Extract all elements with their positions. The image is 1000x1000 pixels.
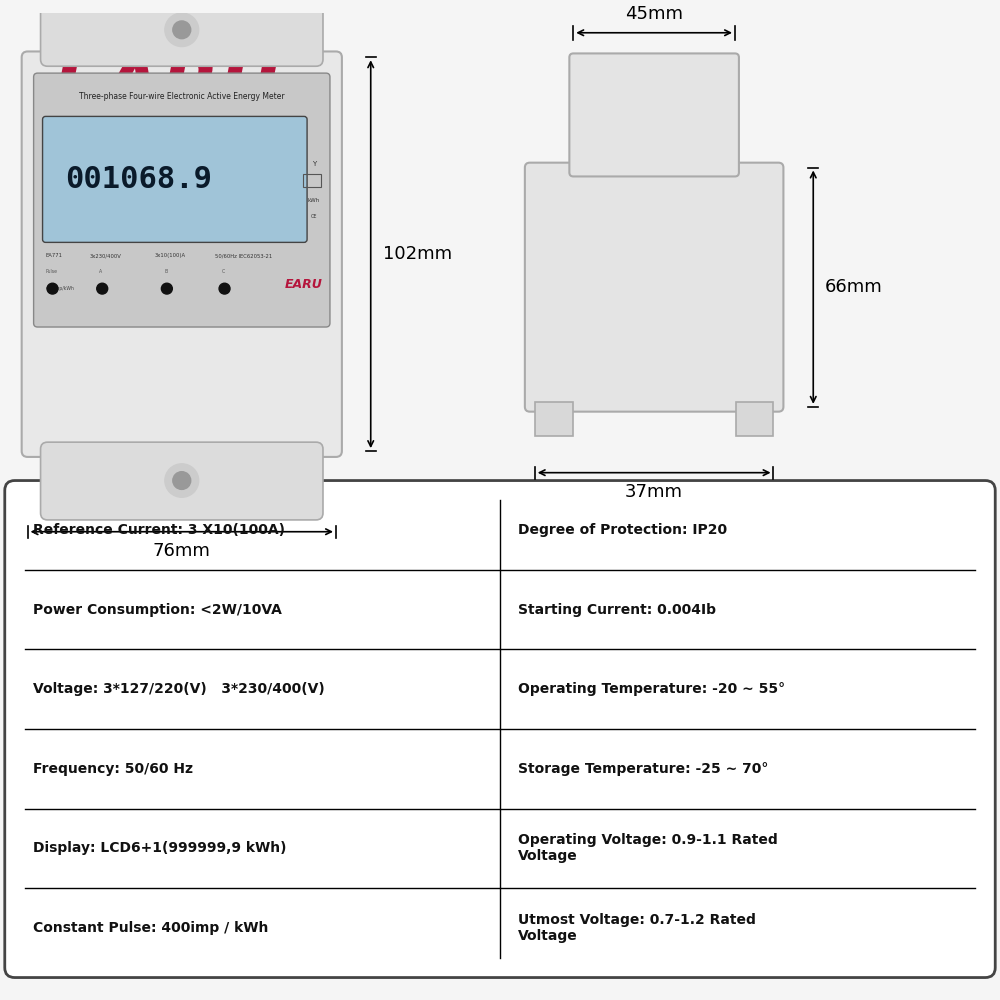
Bar (535, 402, 573, 436)
Text: EARU: EARU (53, 52, 280, 125)
Text: Degree of Protection: IP20: Degree of Protection: IP20 (518, 523, 727, 537)
Text: ELECTRIC: ELECTRIC (53, 107, 244, 141)
Circle shape (161, 283, 172, 294)
FancyBboxPatch shape (34, 73, 330, 327)
Text: Utmost Voltage: 0.7-1.2 Rated
Voltage: Utmost Voltage: 0.7-1.2 Rated Voltage (518, 913, 756, 943)
Text: Display: LCD6+1(999999,9 kWh): Display: LCD6+1(999999,9 kWh) (33, 841, 286, 855)
Text: 50/60Hz IEC62053-21: 50/60Hz IEC62053-21 (215, 253, 272, 258)
Circle shape (47, 283, 58, 294)
Text: Three-phase Four-wire Electronic Active Energy Meter: Three-phase Four-wire Electronic Active … (79, 92, 285, 101)
Text: 45mm: 45mm (625, 5, 683, 23)
Text: 37mm: 37mm (625, 483, 683, 501)
Text: Reference Current: 3 X10(100A): Reference Current: 3 X10(100A) (33, 523, 285, 537)
Text: EA771: EA771 (46, 253, 63, 258)
Text: Frequency: 50/60 Hz: Frequency: 50/60 Hz (33, 762, 193, 776)
Circle shape (173, 472, 191, 489)
FancyBboxPatch shape (41, 0, 323, 66)
Text: 66mm: 66mm (825, 278, 883, 296)
FancyBboxPatch shape (22, 51, 342, 457)
Text: Operating Voltage: 0.9-1.1 Rated
Voltage: Operating Voltage: 0.9-1.1 Rated Voltage (518, 833, 778, 863)
Circle shape (219, 283, 230, 294)
Text: Pulse: Pulse (46, 269, 58, 274)
Text: Voltage: 3*127/220(V)   3*230/400(V): Voltage: 3*127/220(V) 3*230/400(V) (33, 682, 324, 696)
Text: Y: Y (312, 161, 316, 167)
Text: 3x10(100)A: 3x10(100)A (155, 253, 186, 258)
Bar (736, 402, 773, 436)
Text: 76mm: 76mm (153, 542, 211, 560)
Text: Power Consumption: <2W/10VA: Power Consumption: <2W/10VA (33, 603, 281, 617)
Circle shape (165, 13, 199, 47)
FancyBboxPatch shape (525, 163, 783, 412)
FancyBboxPatch shape (43, 116, 307, 242)
Circle shape (165, 464, 199, 497)
Text: B: B (165, 269, 168, 274)
Text: EARU: EARU (285, 278, 323, 291)
Text: 400imp/kWh: 400imp/kWh (46, 286, 74, 291)
FancyBboxPatch shape (5, 481, 995, 978)
Text: 3x230/400V: 3x230/400V (89, 253, 121, 258)
Text: C: C (222, 269, 225, 274)
Text: kWh: kWh (308, 198, 320, 203)
Circle shape (97, 283, 108, 294)
Text: Starting Current: 0.004Ib: Starting Current: 0.004Ib (518, 603, 716, 617)
Text: A: A (99, 269, 102, 274)
Text: Operating Temperature: -20 ∼ 55°: Operating Temperature: -20 ∼ 55° (518, 682, 785, 696)
Text: Storage Temperature: -25 ∼ 70°: Storage Temperature: -25 ∼ 70° (518, 762, 768, 776)
Circle shape (173, 21, 191, 39)
Text: CE: CE (311, 214, 317, 219)
Text: 001068.9: 001068.9 (65, 165, 212, 194)
Text: 102mm: 102mm (383, 245, 452, 263)
FancyBboxPatch shape (569, 53, 739, 176)
FancyBboxPatch shape (41, 442, 323, 520)
Bar (303, 174, 321, 187)
Text: Constant Pulse: 400imp / kWh: Constant Pulse: 400imp / kWh (33, 921, 268, 935)
